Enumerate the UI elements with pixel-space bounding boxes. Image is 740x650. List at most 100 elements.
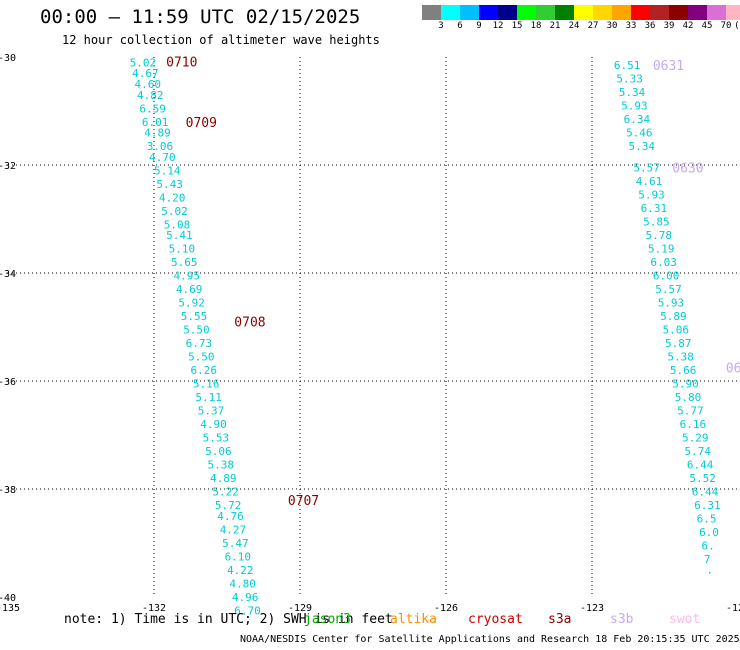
wave-height-value: 6.44 xyxy=(692,486,719,499)
lat-tick-label: -38 xyxy=(0,485,16,496)
wave-height-value: 5.41 xyxy=(166,229,193,242)
wave-height-value: 5.66 xyxy=(670,364,697,377)
satellite-legend-item: swot xyxy=(669,612,701,627)
wave-height-value: 6.31 xyxy=(641,202,668,215)
satellite-legend-item: jason3 xyxy=(304,612,351,627)
wave-height-value: 4.76 xyxy=(217,510,244,523)
wave-height-value: 5.14 xyxy=(154,164,181,177)
wave-height-value: 5.74 xyxy=(684,445,711,458)
wave-height-value: 5.93 xyxy=(621,100,648,113)
wave-height-value: 4.70 xyxy=(149,151,176,164)
map-subtitle: 12 hour collection of altimeter wave hei… xyxy=(62,33,380,47)
wave-height-value: 5.89 xyxy=(660,310,687,323)
scale-swatch xyxy=(517,5,536,20)
pass-time-label: 0709 xyxy=(186,116,217,131)
scale-swatch xyxy=(707,5,726,20)
lat-tick-label: -32 xyxy=(0,161,16,172)
wave-height-value: 6.31 xyxy=(694,499,721,512)
pass-time-label: 0631 xyxy=(653,59,684,74)
lon-tick-label: -135 xyxy=(0,603,20,614)
wave-height-value: 5.85 xyxy=(643,216,670,229)
scale-swatch xyxy=(574,5,593,20)
wave-height-value: 5.08 xyxy=(164,218,191,231)
wave-height-value: 4.20 xyxy=(159,191,186,204)
wave-height-value: 5.29 xyxy=(682,432,709,445)
wave-height-value: 5.93 xyxy=(658,297,685,310)
scale-label: 18 xyxy=(530,21,542,31)
wave-height-value: 4.95 xyxy=(173,270,200,283)
scale-label: 3 xyxy=(438,21,444,31)
satellite-tracks: 5.024.674.604.826.596.014.893.064.705.14… xyxy=(130,55,740,617)
footer-credit: NOAA/NESDIS Center for Satellite Applica… xyxy=(240,634,740,645)
scale-label: 24 xyxy=(568,21,580,31)
wave-height-value: 5.92 xyxy=(178,297,205,310)
satellite-legend-item: cryosat xyxy=(468,612,523,627)
wave-height-value: 6.73 xyxy=(186,337,213,350)
lat-tick-label: -40 xyxy=(0,593,16,604)
lon-tick-label: -120 xyxy=(726,603,740,614)
wave-height-value: 5.80 xyxy=(675,391,702,404)
wave-height-value: 5.22 xyxy=(212,486,239,499)
wave-height-value: 5.72 xyxy=(215,499,242,512)
lon-tick-label: -129 xyxy=(288,603,312,614)
wave-height-value: 6.00 xyxy=(653,270,680,283)
wave-height-value: · xyxy=(706,567,713,580)
wave-height-value: 5.02 xyxy=(161,205,188,218)
wave-height-color-scale xyxy=(422,5,740,20)
lon-tick-label: -123 xyxy=(580,603,604,614)
wave-height-value: 6.10 xyxy=(225,551,252,564)
wave-height-value: 4.89 xyxy=(144,127,171,140)
wave-height-value: 6.01 xyxy=(142,116,169,129)
wave-height-value: 5.19 xyxy=(648,243,675,256)
scale-label: 27 xyxy=(587,21,599,31)
scale-label: 21 xyxy=(549,21,561,31)
wave-height-value: 5.34 xyxy=(629,140,656,153)
wave-height-value: 6.34 xyxy=(624,113,651,126)
pass-time-label: 0707 xyxy=(288,494,319,509)
scale-label: 42 xyxy=(682,21,694,31)
wave-height-value: 4.61 xyxy=(636,175,663,188)
wave-height-value: 6.5 xyxy=(697,513,717,526)
scale-label: 33 xyxy=(625,21,637,31)
satellite-track: 5.024.674.604.826.596.014.893.064.705.14… xyxy=(130,55,319,617)
wave-height-value: 5.46 xyxy=(626,127,653,140)
wave-height-value: 4.60 xyxy=(135,78,162,91)
lat-tick-label: -30 xyxy=(0,53,16,64)
scale-label: 6 xyxy=(457,21,463,31)
scale-swatch xyxy=(555,5,574,20)
scale-label: 39 xyxy=(663,21,675,31)
wave-height-value: 5.33 xyxy=(616,73,643,86)
pass-time-label: 0710 xyxy=(166,55,197,70)
wave-height-value: 5.02 xyxy=(130,56,157,69)
wave-height-value: 6.03 xyxy=(650,256,677,269)
scale-swatch xyxy=(536,5,555,20)
wave-height-value: 7 xyxy=(704,553,711,566)
wave-height-value: 5.78 xyxy=(646,229,673,242)
wave-height-value: 5.43 xyxy=(156,178,183,191)
wave-height-value: 5.34 xyxy=(619,86,646,99)
scale-label: 36 xyxy=(644,21,656,31)
wave-height-value: 5.06 xyxy=(205,445,232,458)
wave-height-value: 4.22 xyxy=(227,564,254,577)
wave-height-value: 5.38 xyxy=(667,351,694,364)
wave-height-value: 5.57 xyxy=(655,283,682,296)
wave-height-value: 4.69 xyxy=(176,283,203,296)
pass-time-label: 0708 xyxy=(234,316,265,331)
scale-swatch xyxy=(460,5,479,20)
wave-height-value: 6.59 xyxy=(139,102,166,115)
wave-height-value: 6. xyxy=(702,540,715,553)
wave-height-value: 5.06 xyxy=(663,324,690,337)
map-title: 00:00 – 11:59 UTC 02/15/2025 xyxy=(40,6,361,28)
scale-swatch xyxy=(726,5,740,20)
wave-height-value: 5.10 xyxy=(169,243,196,256)
wave-height-value: 5.93 xyxy=(638,189,665,202)
wave-height-value: 5.87 xyxy=(665,337,692,350)
satellite-legend-item: s3b xyxy=(610,612,634,627)
wave-height-value: 5.11 xyxy=(195,391,222,404)
wave-height-value: 5.90 xyxy=(672,378,699,391)
wave-height-value: 5.16 xyxy=(193,378,220,391)
pass-time-label: 0630 xyxy=(672,162,703,177)
scale-swatch xyxy=(422,5,441,20)
wave-height-value: 5.57 xyxy=(633,162,660,175)
